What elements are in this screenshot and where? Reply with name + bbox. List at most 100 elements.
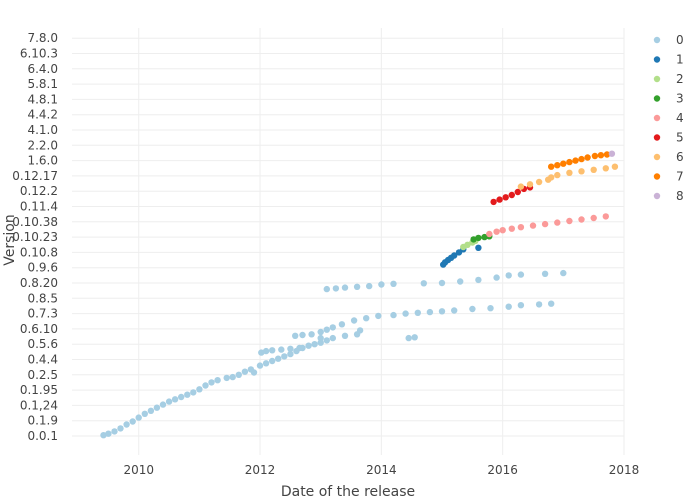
data-point [499,227,506,234]
data-point [135,414,142,421]
y-tick-label: 0.6.10 [20,322,58,336]
data-point [591,152,599,160]
y-tick-label: 0.10.8 [20,245,58,259]
data-point [590,166,597,173]
data-point [281,353,288,360]
data-point [475,234,482,242]
data-point [159,401,167,408]
data-point [202,382,209,389]
data-point [329,334,336,342]
data-point [332,285,340,292]
data-point [451,252,458,259]
data-point [578,155,585,163]
legend-marker [653,56,661,63]
data-point [292,332,299,339]
y-tick-label: 0.10.38 [12,215,58,229]
legend-item-2[interactable]: 2 [653,72,684,86]
data-point [603,151,611,158]
data-point [223,374,230,382]
legend-item-3[interactable]: 3 [653,92,684,106]
legend[interactable]: 0 1 2 3 4 5 6 7 8 [653,33,684,203]
x-tick-label: 2016 [487,463,518,477]
x-tick-label: 2018 [609,463,640,477]
x-axis-title: Date of the release [281,484,415,500]
legend-label: 8 [676,189,684,203]
data-point [353,283,361,290]
legend-label: 4 [676,111,684,125]
data-point [414,309,421,316]
x-tick-label: 2012 [245,463,276,477]
y-tick-label: 6.4.0 [27,62,58,76]
legend-item-8[interactable]: 8 [653,189,684,203]
data-point [502,194,509,201]
data-point [490,198,497,206]
data-point [208,379,215,386]
data-point [123,421,130,428]
data-point [554,219,561,226]
legend-label: 7 [676,170,684,184]
x-tick-label: 2010 [123,463,154,477]
data-point [541,220,549,228]
y-tick-label: 4.8.1 [27,92,58,106]
data-point [508,191,515,199]
data-point [250,369,258,376]
data-point [578,216,585,223]
y-tick-label: 0.2.5 [27,368,58,382]
y-tick-label: 4.1.0 [27,123,58,137]
legend-item-1[interactable]: 1 [653,53,684,67]
data-point [469,305,476,313]
legend-item-0[interactable]: 0 [653,33,684,47]
y-tick-label: 0.11.4 [20,200,58,214]
data-point [535,301,543,308]
data-point [196,386,203,393]
data-point [275,355,282,362]
data-point [341,284,349,291]
data-point [411,334,418,341]
data-point [508,225,515,232]
data-point [426,308,434,316]
data-point [258,349,265,356]
grid [72,28,625,455]
legend-marker [653,114,661,122]
y-tick-label: 0.4.4 [27,353,58,367]
series-6 [517,163,619,190]
y-tick-label: 5.8.1 [27,77,58,91]
data-point [341,332,349,339]
legend-item-7[interactable]: 7 [653,170,684,184]
data-point [269,357,276,365]
series-8 [608,150,616,157]
data-point [269,347,276,354]
y-tick-label: 0.1.95 [20,383,58,397]
data-point [262,347,270,355]
data-point [311,341,318,348]
data-point [390,311,397,319]
data-point [464,241,471,248]
data-point [541,270,549,277]
x-axis-ticks: 2010 2012 2014 2016 2018 [123,463,639,477]
data-point [317,339,324,346]
data-point [117,425,124,432]
data-point [190,389,197,396]
data-point [572,157,579,164]
y-tick-label: 0.12.17 [12,169,58,183]
data-point [438,308,446,315]
legend-label: 2 [676,72,684,86]
data-point [420,280,427,287]
data-point [457,278,464,285]
legend-item-6[interactable]: 6 [653,150,684,164]
data-point [517,302,525,309]
data-point [517,224,525,231]
legend-marker [653,95,661,102]
legend-item-5[interactable]: 5 [653,131,684,145]
data-point [390,280,397,287]
data-point [481,233,488,241]
data-point [366,282,373,290]
data-point [105,430,112,437]
data-point [451,307,458,314]
data-point [241,368,249,375]
legend-item-4[interactable]: 4 [653,111,684,125]
data-point [486,230,493,238]
data-point [602,213,609,220]
data-point [548,163,555,170]
